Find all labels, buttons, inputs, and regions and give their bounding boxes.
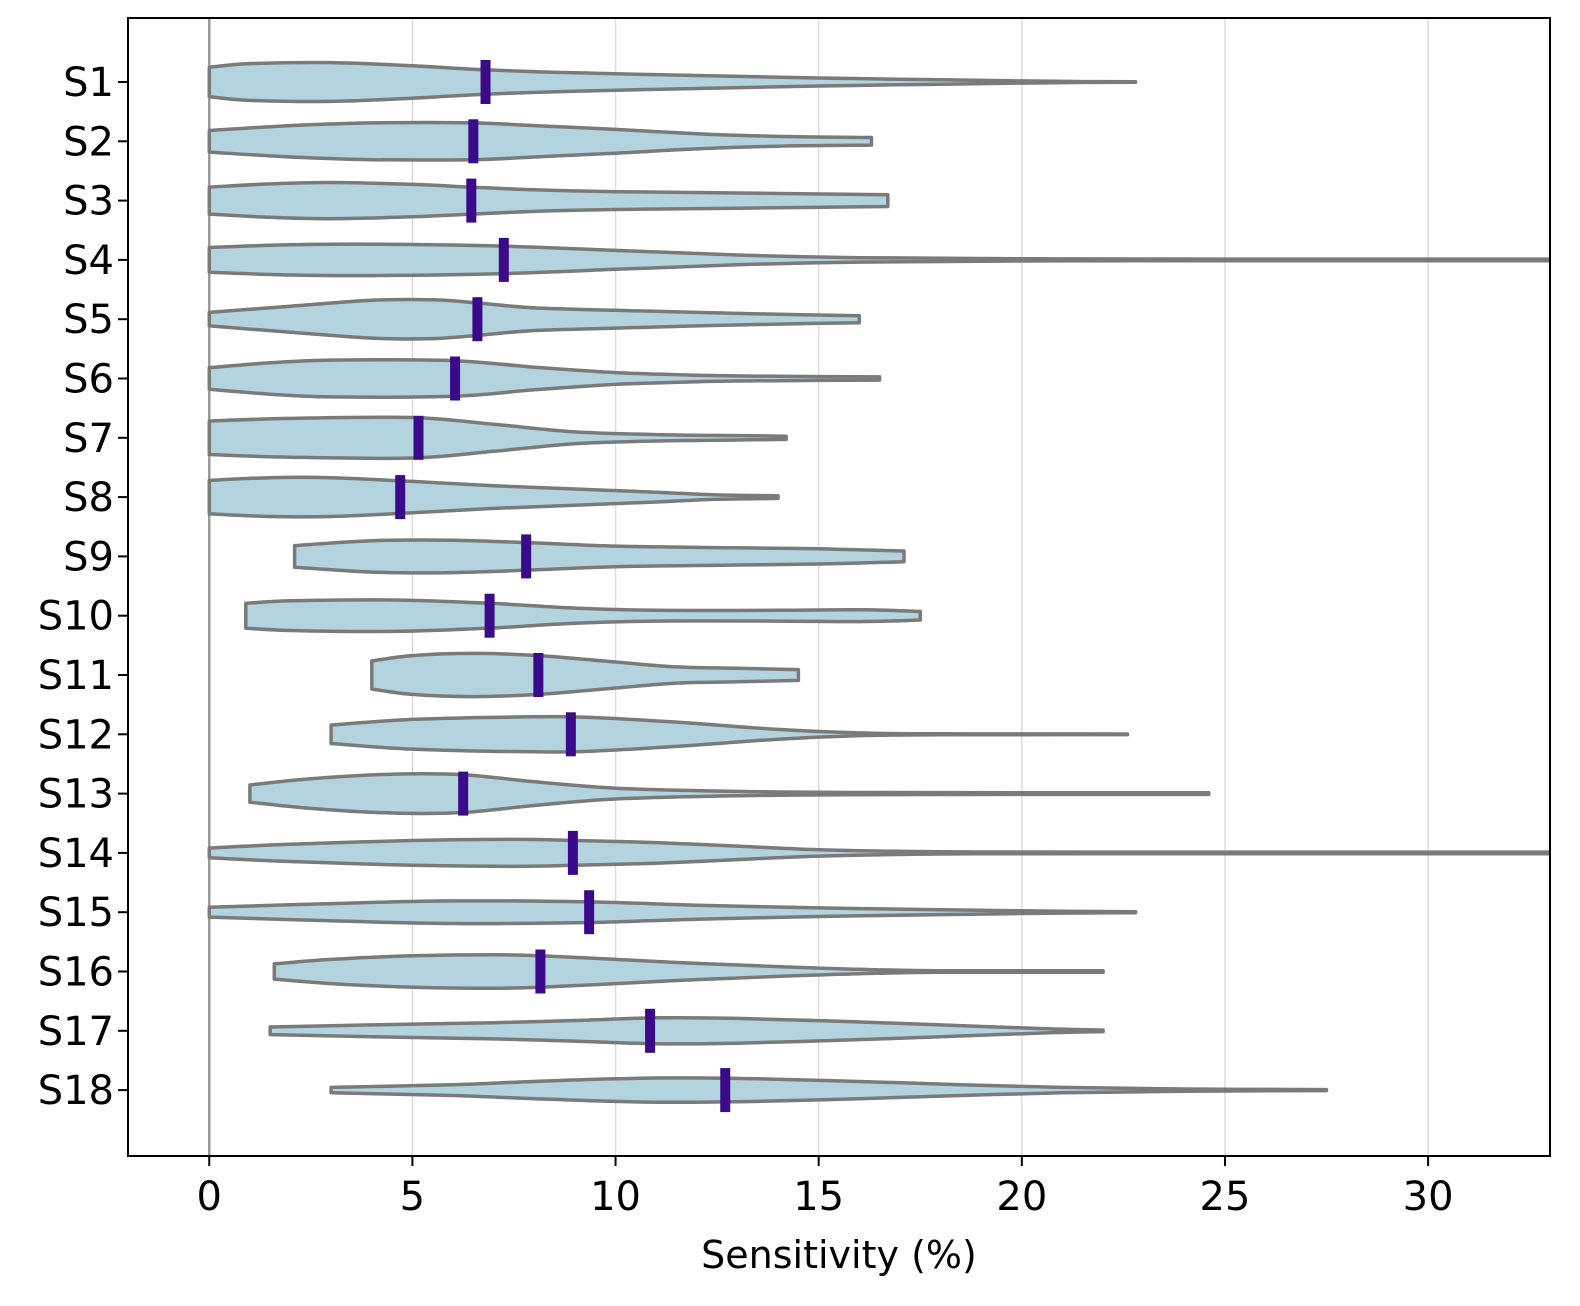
median-marker-s9 — [521, 534, 532, 579]
x-tick-label-6: 30 — [1403, 1174, 1454, 1220]
violin-s18 — [329, 1076, 1329, 1105]
violin-s15 — [207, 899, 1138, 926]
violin-s10 — [244, 598, 923, 634]
y-tick-label-s15: S15 — [38, 890, 114, 936]
y-axis-ticks: S1 S2 S3 S4 S5 S6 S7 S8 S9 S10 S11 S12 S13 S14 S15 S16 S… — [38, 60, 128, 1114]
y-tick-label-s3: S3 — [63, 179, 114, 225]
y-tick-label-s4: S4 — [63, 238, 114, 284]
y-tick-label-s11: S11 — [38, 653, 114, 699]
y-tick-label-s8: S8 — [63, 475, 114, 521]
y-tick-label-s9: S9 — [63, 534, 114, 580]
violin-s6 — [207, 358, 882, 399]
violin-s13 — [248, 771, 1211, 816]
median-marker-s7 — [413, 415, 424, 460]
x-tick-label-1: 5 — [400, 1174, 425, 1220]
median-marker-s3 — [466, 178, 477, 223]
y-tick-label-s10: S10 — [38, 594, 114, 640]
median-marker-s14 — [567, 830, 578, 875]
median-marker-s11 — [533, 653, 544, 697]
median-marker-s15 — [584, 890, 595, 935]
median-marker-s17 — [645, 1008, 656, 1053]
median-marker-s10 — [484, 593, 495, 638]
median-marker-s5 — [472, 297, 483, 342]
median-marker-s1 — [480, 60, 491, 104]
x-tick-label-0: 0 — [197, 1174, 222, 1220]
y-tick-label-s6: S6 — [63, 357, 114, 403]
x-tick-label-4: 20 — [996, 1174, 1047, 1220]
median-marker-s6 — [450, 356, 461, 401]
y-tick-label-s13: S13 — [38, 772, 114, 818]
y-tick-label-s16: S16 — [38, 950, 114, 996]
y-tick-label-s12: S12 — [38, 712, 114, 758]
y-tick-label-s2: S2 — [63, 119, 114, 165]
violin-s3 — [207, 180, 890, 221]
x-axis-ticks: 0 5 10 15 20 25 30 — [197, 1156, 1454, 1220]
median-marker-s12 — [565, 712, 576, 757]
y-tick-label-s1: S1 — [63, 60, 114, 106]
median-marker-s4 — [498, 237, 509, 282]
x-tick-label-3: 15 — [793, 1174, 844, 1220]
median-marker-s8 — [395, 475, 406, 520]
violin-s14 — [207, 837, 1550, 869]
median-marker-s16 — [535, 949, 546, 994]
plot-frame — [127, 17, 1551, 1157]
violin-s2 — [207, 120, 874, 162]
y-tick-label-s17: S17 — [38, 1009, 114, 1055]
y-tick-label-s7: S7 — [63, 416, 114, 462]
violin-s11 — [370, 651, 801, 699]
median-marker-s13 — [458, 771, 469, 816]
x-axis-label: Sensitivity (%) — [701, 1233, 977, 1277]
y-tick-label-s5: S5 — [63, 297, 114, 343]
y-tick-label-s14: S14 — [38, 831, 114, 877]
median-marker-s2 — [468, 119, 479, 164]
violin-s12 — [329, 714, 1130, 754]
median-marker-s18 — [720, 1068, 731, 1113]
y-tick-label-s18: S18 — [38, 1068, 114, 1114]
x-tick-label-2: 10 — [590, 1174, 641, 1220]
x-tick-label-5: 25 — [1200, 1174, 1251, 1220]
violin-s16 — [272, 953, 1105, 990]
violin-s5 — [207, 297, 862, 341]
violin-s9 — [292, 538, 906, 575]
violins — [207, 60, 1550, 1113]
violin-s17 — [268, 1015, 1105, 1046]
violin-s4 — [207, 242, 1550, 278]
